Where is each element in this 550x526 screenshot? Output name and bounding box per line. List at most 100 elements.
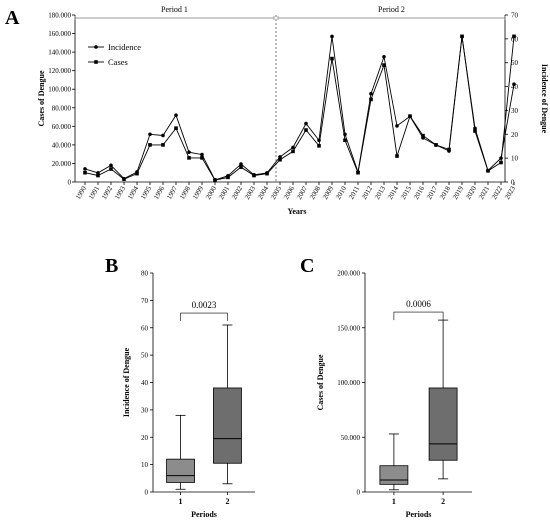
- data-point: [369, 97, 373, 102]
- data-point: [187, 156, 191, 160]
- p-value-label: 0.0006: [406, 299, 431, 309]
- x-tick-label: 2001: [217, 184, 231, 201]
- y-tick-label: 50: [141, 352, 149, 360]
- x-tick-label: 2: [225, 497, 229, 506]
- data-point: [486, 169, 490, 173]
- data-point: [304, 128, 308, 132]
- data-point: [291, 149, 295, 154]
- x-axis-label: Periods: [191, 510, 217, 519]
- x-tick-label: 1998: [178, 184, 192, 201]
- data-point: [512, 82, 516, 86]
- y-tick-label: 200.000: [337, 270, 360, 278]
- x-tick-label: 2016: [412, 184, 426, 201]
- x-tick-label: 1999: [191, 184, 205, 201]
- significance-bracket: [393, 311, 444, 321]
- x-tick-label: 1991: [87, 184, 101, 201]
- legend-marker: [94, 45, 98, 49]
- y-tick-label-right: 70: [511, 12, 519, 20]
- x-tick-label: 2008: [308, 184, 322, 201]
- x-tick-label: 1990: [74, 184, 88, 201]
- x-tick-label: 2007: [295, 184, 309, 201]
- y-tick-label: 80: [141, 270, 149, 278]
- x-tick-label: 2004: [256, 184, 270, 201]
- data-point: [161, 133, 165, 138]
- data-point: [148, 132, 152, 137]
- data-point: [369, 91, 373, 96]
- data-point: [330, 56, 334, 61]
- data-point: [174, 126, 178, 130]
- data-point: [200, 152, 204, 157]
- data-point: [408, 114, 412, 118]
- x-tick-label: 2018: [438, 184, 452, 201]
- box: [213, 387, 242, 464]
- data-point: [382, 54, 386, 59]
- data-point: [200, 156, 204, 160]
- y-axis-label: Cases of Dengue: [316, 354, 325, 410]
- y-tick-label: 70: [141, 297, 149, 305]
- y-tick-label: 60: [141, 324, 149, 332]
- data-point: [421, 133, 425, 138]
- data-point: [291, 145, 295, 150]
- data-point: [395, 124, 399, 128]
- data-point: [96, 173, 100, 178]
- y-tick-label-left: 40.000: [52, 141, 72, 149]
- data-point: [161, 143, 165, 147]
- x-tick-label: 2020: [464, 184, 478, 201]
- data-point: [434, 143, 438, 147]
- data-point: [239, 162, 243, 166]
- x-tick-label: 2009: [321, 184, 335, 201]
- data-point: [148, 143, 152, 147]
- data-point: [187, 150, 191, 154]
- box-chart-c: 0 50.000 100.000 150.000 200.000 1 2 Periods Cas…: [316, 270, 472, 519]
- period-label: Period 1: [161, 5, 188, 14]
- data-point: [83, 167, 87, 171]
- panel-label-c: C: [300, 255, 314, 277]
- y-tick-label-right: 40: [511, 83, 519, 91]
- x-tick-label: 2005: [269, 184, 283, 201]
- y-tick-label: 0: [145, 489, 149, 497]
- x-tick-label: 2002: [230, 184, 244, 201]
- y-axis-label-right: Incidence of Dengue: [540, 64, 549, 134]
- x-tick-label: 1: [179, 497, 183, 506]
- legend-label: Incidence: [108, 42, 141, 52]
- data-point: [213, 178, 217, 182]
- box: [428, 387, 458, 461]
- y-tick-label-left: 120.000: [48, 67, 71, 75]
- x-tick-label: 2015: [399, 184, 413, 201]
- y-tick-label: 100.000: [337, 379, 360, 387]
- y-tick-label-left: 100.000: [48, 86, 71, 94]
- y-tick-label-right: 50: [511, 59, 519, 67]
- data-point: [447, 147, 451, 152]
- x-tick-label: 1994: [126, 184, 140, 201]
- data-point: [226, 175, 230, 180]
- y-axis-label-left: Cases of Dengue: [37, 70, 46, 126]
- data-point: [512, 34, 516, 39]
- x-tick-label: 2017: [425, 184, 439, 201]
- data-point: [382, 63, 386, 67]
- box: [166, 458, 195, 483]
- data-point: [109, 167, 113, 171]
- y-tick-label-right: 10: [511, 155, 519, 163]
- data-point: [356, 170, 360, 175]
- data-point: [265, 171, 269, 176]
- y-tick-label-right: 20: [511, 131, 519, 139]
- p-value-label: 0.0023: [192, 300, 217, 310]
- x-tick-label: 1997: [165, 184, 179, 201]
- data-point: [317, 144, 321, 148]
- panel-label-b: B: [105, 255, 118, 277]
- series-line-incidence: [84, 36, 515, 181]
- x-tick-label: 1: [392, 497, 396, 506]
- x-tick-label: 2012: [360, 184, 374, 201]
- x-tick-label: 2022: [490, 184, 504, 201]
- y-tick-label-right: 0: [511, 179, 515, 187]
- data-point: [278, 155, 282, 159]
- data-point: [135, 171, 139, 176]
- x-tick-label: 2014: [386, 184, 400, 201]
- box: [379, 465, 409, 485]
- y-tick-label-left: 140.000: [48, 49, 71, 57]
- y-tick-label-right: 60: [511, 35, 519, 43]
- y-axis-label: Incidence of Dengue: [122, 347, 131, 417]
- y-tick-label: 20: [141, 434, 149, 442]
- legend-marker: [94, 60, 98, 64]
